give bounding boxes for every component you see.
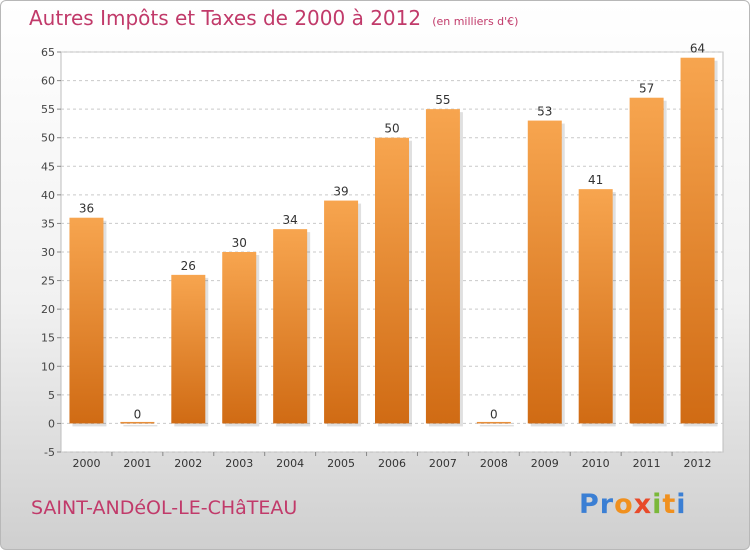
x-tick-label: 2004 xyxy=(276,457,304,470)
y-tick-label: 35 xyxy=(41,217,55,230)
y-tick-label: 30 xyxy=(41,246,55,259)
bar xyxy=(578,189,613,424)
bar xyxy=(680,57,715,424)
x-tick-label: 2005 xyxy=(327,457,355,470)
logo-letter: P xyxy=(579,489,600,520)
y-tick-label: 45 xyxy=(41,160,55,173)
x-tick-label: 2006 xyxy=(378,457,406,470)
bar xyxy=(120,421,155,424)
data-label: 0 xyxy=(134,407,142,421)
chart-unit-note: (en milliers d'€) xyxy=(432,15,519,28)
x-tick-label: 2010 xyxy=(582,457,610,470)
chart-title: Autres Impôts et Taxes de 2000 à 2012 (e… xyxy=(29,6,518,30)
data-label: 39 xyxy=(333,185,348,199)
bar xyxy=(273,229,308,424)
data-label: 57 xyxy=(639,82,654,96)
y-tick-label: 50 xyxy=(41,132,55,145)
x-tick-label: 2012 xyxy=(684,457,712,470)
data-label: 30 xyxy=(232,236,247,250)
data-label: 41 xyxy=(588,173,603,187)
x-tick-label: 2007 xyxy=(429,457,457,470)
bar-shadow xyxy=(123,424,158,427)
data-label: 34 xyxy=(283,213,298,227)
logo-letter: x xyxy=(633,489,653,520)
bar xyxy=(476,421,511,424)
bars xyxy=(69,57,718,427)
y-tick-label: 40 xyxy=(41,189,55,202)
y-tick-label: 10 xyxy=(41,360,55,373)
chart-title-text: Autres Impôts et Taxes de 2000 à 2012 xyxy=(29,6,422,30)
data-label: 0 xyxy=(490,407,498,421)
proxiti-logo: Proxiti xyxy=(579,489,687,520)
data-label: 50 xyxy=(384,122,399,136)
x-tick-label: 2009 xyxy=(531,457,559,470)
y-tick-label: 5 xyxy=(48,389,55,402)
logo-letter: r xyxy=(599,489,615,520)
data-label: 53 xyxy=(537,105,552,119)
x-tick-label: 2008 xyxy=(480,457,508,470)
bar xyxy=(375,137,409,424)
y-tick-label: -5 xyxy=(44,446,55,459)
x-tick-label: 2001 xyxy=(123,457,151,470)
logo-letter: o xyxy=(614,489,634,520)
town-name: SAINT-ANDéOL-LE-CHâTEAU xyxy=(31,497,298,519)
logo-letter: i xyxy=(676,489,687,520)
data-label: 36 xyxy=(79,202,94,216)
bar xyxy=(425,109,460,424)
x-tick-label: 2000 xyxy=(72,457,100,470)
data-label: 55 xyxy=(435,93,450,107)
bar xyxy=(629,97,664,424)
data-labels: 36 0 26 30 34 39 50 55 0 53 41 57 64 xyxy=(79,42,705,422)
x-axis-ticks: 2000 2001 2002 2003 2004 2005 2006 2007 2008 2009… xyxy=(72,452,712,470)
x-tick-label: 2011 xyxy=(633,457,661,470)
y-tick-label: 55 xyxy=(41,103,55,116)
bar xyxy=(222,252,257,424)
bar xyxy=(171,274,206,424)
data-label: 26 xyxy=(181,259,196,273)
x-tick-label: 2002 xyxy=(174,457,202,470)
x-tick-label: 2003 xyxy=(225,457,253,470)
y-tick-label: 0 xyxy=(48,417,55,430)
y-tick-label: 65 xyxy=(41,46,55,59)
bar xyxy=(69,217,104,424)
data-label: 64 xyxy=(690,42,705,56)
y-tick-label: 15 xyxy=(41,332,55,345)
logo-letter: t xyxy=(662,489,677,520)
bar xyxy=(324,200,359,424)
y-tick-label: 60 xyxy=(41,75,55,88)
bar-shadow xyxy=(479,424,514,427)
y-tick-label: 20 xyxy=(41,303,55,316)
logo-letter: i xyxy=(652,489,663,520)
y-axis-ticks: -5 0 5 10 15 20 25 30 35 40 45 50 55 60 65 xyxy=(41,46,61,459)
bar xyxy=(527,120,562,424)
y-tick-label: 25 xyxy=(41,275,55,288)
